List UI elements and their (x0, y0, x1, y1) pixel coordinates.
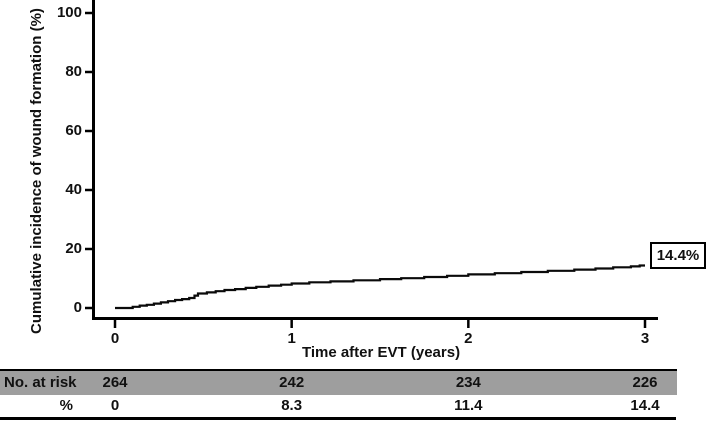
incidence-curve (115, 264, 645, 310)
y-tick-label: 40 (65, 181, 82, 198)
table-cell: 242 (279, 374, 305, 391)
row-label: % (59, 397, 73, 414)
x-tick-label: 1 (287, 330, 296, 347)
y-tick-label: 80 (65, 63, 82, 80)
endpoint-annotation: 14.4% (650, 242, 706, 269)
y-tick-label: 100 (56, 4, 82, 21)
table-bottom-border (0, 417, 676, 420)
table-cell: 11.4 (454, 397, 483, 414)
risk-table-row-at-risk: No. at risk 264 242 234 226 (0, 371, 677, 395)
table-cell: 226 (632, 374, 658, 391)
plot-area (85, 0, 658, 328)
risk-table: No. at risk 264 242 234 226% 0 8.3 11.4 14.4 (0, 369, 708, 424)
y-tick-label: 60 (65, 122, 82, 139)
table-cell: 8.3 (281, 397, 303, 414)
y-tick-label: 0 (73, 299, 82, 316)
table-top-border (0, 369, 677, 371)
table-cell: 14.4 (630, 397, 660, 414)
x-axis-title: Time after EVT (years) (301, 344, 461, 361)
table-cell: 264 (102, 374, 128, 391)
table-cell: 0 (110, 397, 120, 414)
risk-table-row-percent: % 0 8.3 11.4 14.4 (0, 395, 677, 417)
x-tick-label: 0 (110, 330, 120, 347)
table-cell: 234 (455, 374, 481, 391)
row-label: No. at risk (4, 374, 77, 391)
x-tick-label: 3 (640, 330, 650, 347)
y-tick-label: 20 (65, 240, 82, 257)
x-tick-label: 2 (464, 330, 473, 347)
